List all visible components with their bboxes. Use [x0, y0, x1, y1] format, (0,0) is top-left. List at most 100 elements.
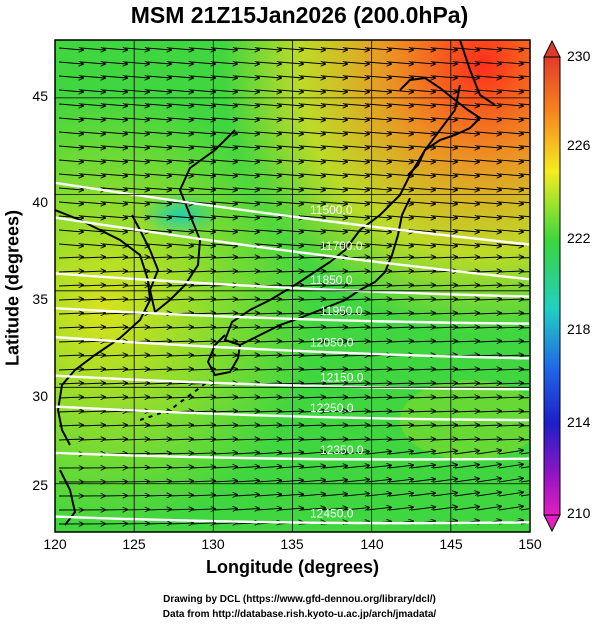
wind-arrow: [168, 495, 193, 496]
wind-arrow: [80, 146, 105, 148]
wind-arrow: [146, 341, 171, 342]
wind-arrow: [410, 313, 435, 314]
wind-arrow: [520, 425, 530, 427]
wind-arrow: [476, 506, 501, 511]
wind-arrow: [80, 118, 105, 120]
wind-arrow: [498, 244, 523, 246]
wind-arrow: [322, 230, 347, 232]
wind-arrow: [520, 159, 530, 162]
wind-arrow: [498, 411, 523, 412]
wind-arrow: [278, 188, 303, 190]
wind-arrow: [498, 450, 523, 455]
wind-arrow: [520, 187, 530, 190]
wind-arrow: [190, 244, 215, 246]
x-tick-label: 150: [518, 536, 542, 552]
wind-arrow: [520, 411, 530, 413]
wind-arrow: [476, 76, 501, 78]
wind-arrow: [344, 90, 369, 92]
wind-arrow: [124, 439, 149, 440]
wind-arrow: [498, 257, 523, 258]
wind-arrow: [300, 327, 325, 328]
wind-arrow: [168, 285, 193, 286]
wind-arrow: [58, 90, 83, 92]
wind-arrow: [322, 244, 347, 246]
wind-arrow: [278, 452, 303, 454]
wind-arrow: [146, 230, 171, 232]
wind-arrow: [476, 327, 501, 328]
wind-arrow: [256, 230, 281, 232]
wind-arrow: [80, 397, 105, 398]
wind-arrow: [388, 425, 413, 426]
wind-arrow: [80, 76, 105, 78]
wind-arrow: [124, 76, 149, 78]
wind-arrow: [212, 202, 237, 204]
wind-arrow: [322, 118, 347, 120]
wind-arrow: [300, 369, 325, 370]
wind-arrow: [300, 271, 325, 272]
wind-arrow: [520, 439, 530, 441]
wind-arrow: [410, 479, 435, 483]
wind-arrow: [256, 257, 281, 258]
wind-arrow: [498, 369, 523, 370]
wind-arrow: [410, 62, 435, 64]
wind-arrow: [454, 48, 479, 50]
wind-arrow: [344, 411, 369, 412]
wind-arrow: [102, 244, 127, 246]
wind-arrow: [80, 174, 105, 176]
wind-arrow: [278, 425, 303, 426]
wind-arrow: [344, 62, 369, 64]
wind-arrow: [432, 465, 457, 469]
wind-arrow: [432, 397, 457, 398]
wind-arrow: [498, 118, 523, 120]
colorbar-tick-label: 214: [567, 414, 591, 430]
wind-arrow: [476, 478, 501, 483]
wind-arrow: [476, 202, 501, 204]
wind-arrow: [388, 118, 413, 120]
wind-arrow: [278, 202, 303, 204]
wind-arrow: [278, 480, 303, 482]
wind-arrow: [124, 299, 149, 300]
wind-arrow: [344, 313, 369, 314]
wind-arrow: [476, 48, 501, 50]
wind-arrow: [212, 174, 237, 176]
wind-arrow: [124, 285, 149, 286]
wind-arrow: [212, 132, 237, 134]
wind-arrow: [410, 216, 435, 218]
wind-arrow: [190, 257, 215, 258]
wind-arrow: [278, 313, 303, 314]
wind-arrow: [190, 62, 215, 64]
wind-arrow: [366, 299, 391, 300]
wind-arrow: [234, 439, 259, 440]
wind-arrow: [388, 132, 413, 134]
wind-arrow: [80, 299, 105, 300]
wind-arrow: [454, 411, 479, 412]
wind-arrow: [278, 355, 303, 356]
wind-arrow: [520, 103, 530, 106]
wind-arrow: [344, 439, 369, 440]
wind-arrow: [300, 411, 325, 412]
wind-arrow: [58, 230, 83, 232]
wind-arrow: [454, 216, 479, 218]
wind-arrow: [388, 451, 413, 455]
wind-arrow: [190, 146, 215, 148]
wind-arrow: [102, 90, 127, 92]
wind-arrow: [278, 494, 303, 496]
wind-arrow: [344, 299, 369, 300]
wind-arrow: [146, 369, 171, 370]
wind-arrow: [234, 202, 259, 204]
wind-arrow: [300, 118, 325, 120]
wind-arrow: [212, 453, 237, 454]
wind-arrow: [146, 76, 171, 78]
wind-arrow: [190, 523, 215, 524]
colorbar-tick-label: 218: [567, 321, 591, 337]
wind-arrow: [146, 132, 171, 134]
wind-arrow: [344, 397, 369, 398]
wind-arrow: [498, 397, 523, 398]
wind-arrow: [498, 299, 523, 300]
wind-arrow: [344, 174, 369, 176]
wind-arrow: [190, 104, 215, 106]
wind-arrow: [498, 506, 523, 511]
wind-arrow: [124, 90, 149, 92]
wind-arrow: [344, 480, 369, 482]
wind-arrow: [102, 216, 127, 218]
